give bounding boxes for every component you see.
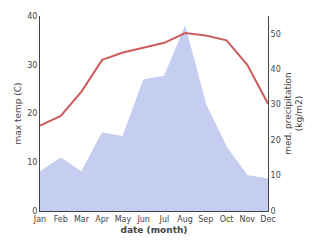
svg-text:Apr: Apr [95,215,110,224]
svg-text:Dec: Dec [260,215,275,224]
svg-text:0: 0 [32,207,37,216]
svg-text:May: May [115,215,132,224]
svg-text:max temp (C): max temp (C) [13,82,23,144]
svg-text:date (month): date (month) [121,225,188,235]
svg-text:30: 30 [271,100,281,109]
svg-text:10: 10 [271,171,281,180]
svg-text:20: 20 [271,136,281,145]
svg-text:40: 40 [27,12,37,21]
svg-text:Nov: Nov [239,215,255,224]
svg-text:Sep: Sep [198,215,213,224]
svg-text:20: 20 [27,109,37,118]
svg-text:10: 10 [27,158,37,167]
svg-text:Jul: Jul [159,215,170,224]
svg-text:med. precipitation(kg/m2): med. precipitation(kg/m2) [283,72,305,154]
svg-text:Mar: Mar [74,215,90,224]
svg-text:Feb: Feb [54,215,68,224]
svg-text:Aug: Aug [177,215,193,224]
svg-text:30: 30 [27,61,37,70]
svg-text:Oct: Oct [220,215,234,224]
svg-text:40: 40 [271,65,281,74]
svg-text:0: 0 [271,207,276,216]
svg-text:Jun: Jun [136,215,150,224]
svg-text:50: 50 [271,30,281,39]
svg-text:Jan: Jan [33,215,46,224]
